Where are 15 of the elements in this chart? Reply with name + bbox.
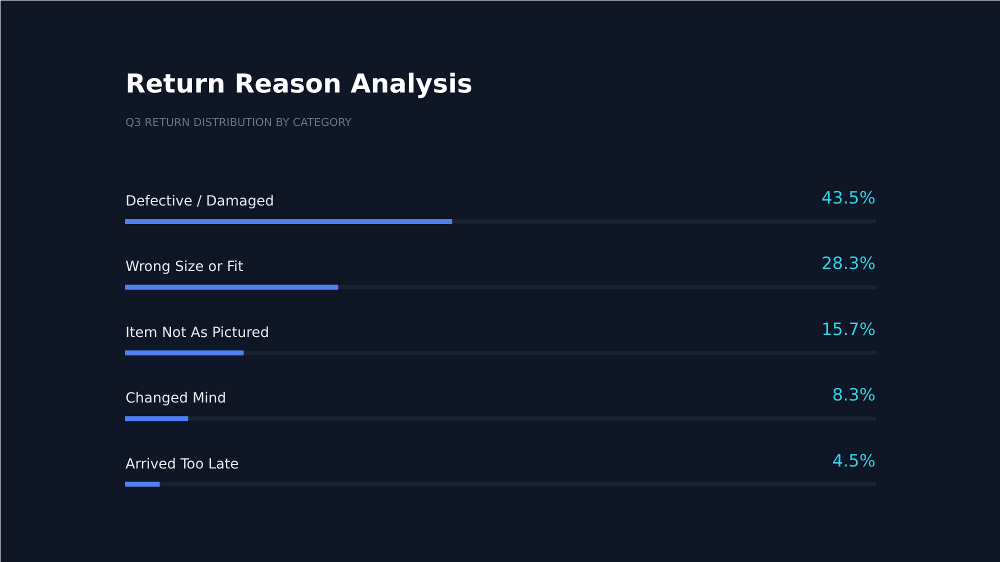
bar	[125, 482, 160, 487]
chart-subtitle: Q3 RETURN DISTRIBUTION BY CATEGORY	[126, 116, 352, 129]
y-tick-label: Changed Mind	[126, 390, 226, 407]
data-label: 8.3%	[832, 386, 876, 406]
chart-title: Return Reason Analysis	[126, 70, 472, 100]
bar	[125, 416, 188, 422]
data-label: 4.5%	[832, 451, 876, 472]
bar	[125, 350, 244, 356]
y-tick-label: Arrived Too Late	[126, 456, 239, 472]
y-tick-label: Item Not As Pictured	[126, 324, 270, 341]
y-tick-label: Wrong Size or Fit	[126, 259, 244, 276]
y-tick-label: Defective / Damaged	[126, 194, 274, 210]
data-label: 15.7%	[821, 320, 876, 340]
data-label: 28.3%	[821, 254, 876, 274]
data-label: 43.5%	[821, 188, 876, 208]
